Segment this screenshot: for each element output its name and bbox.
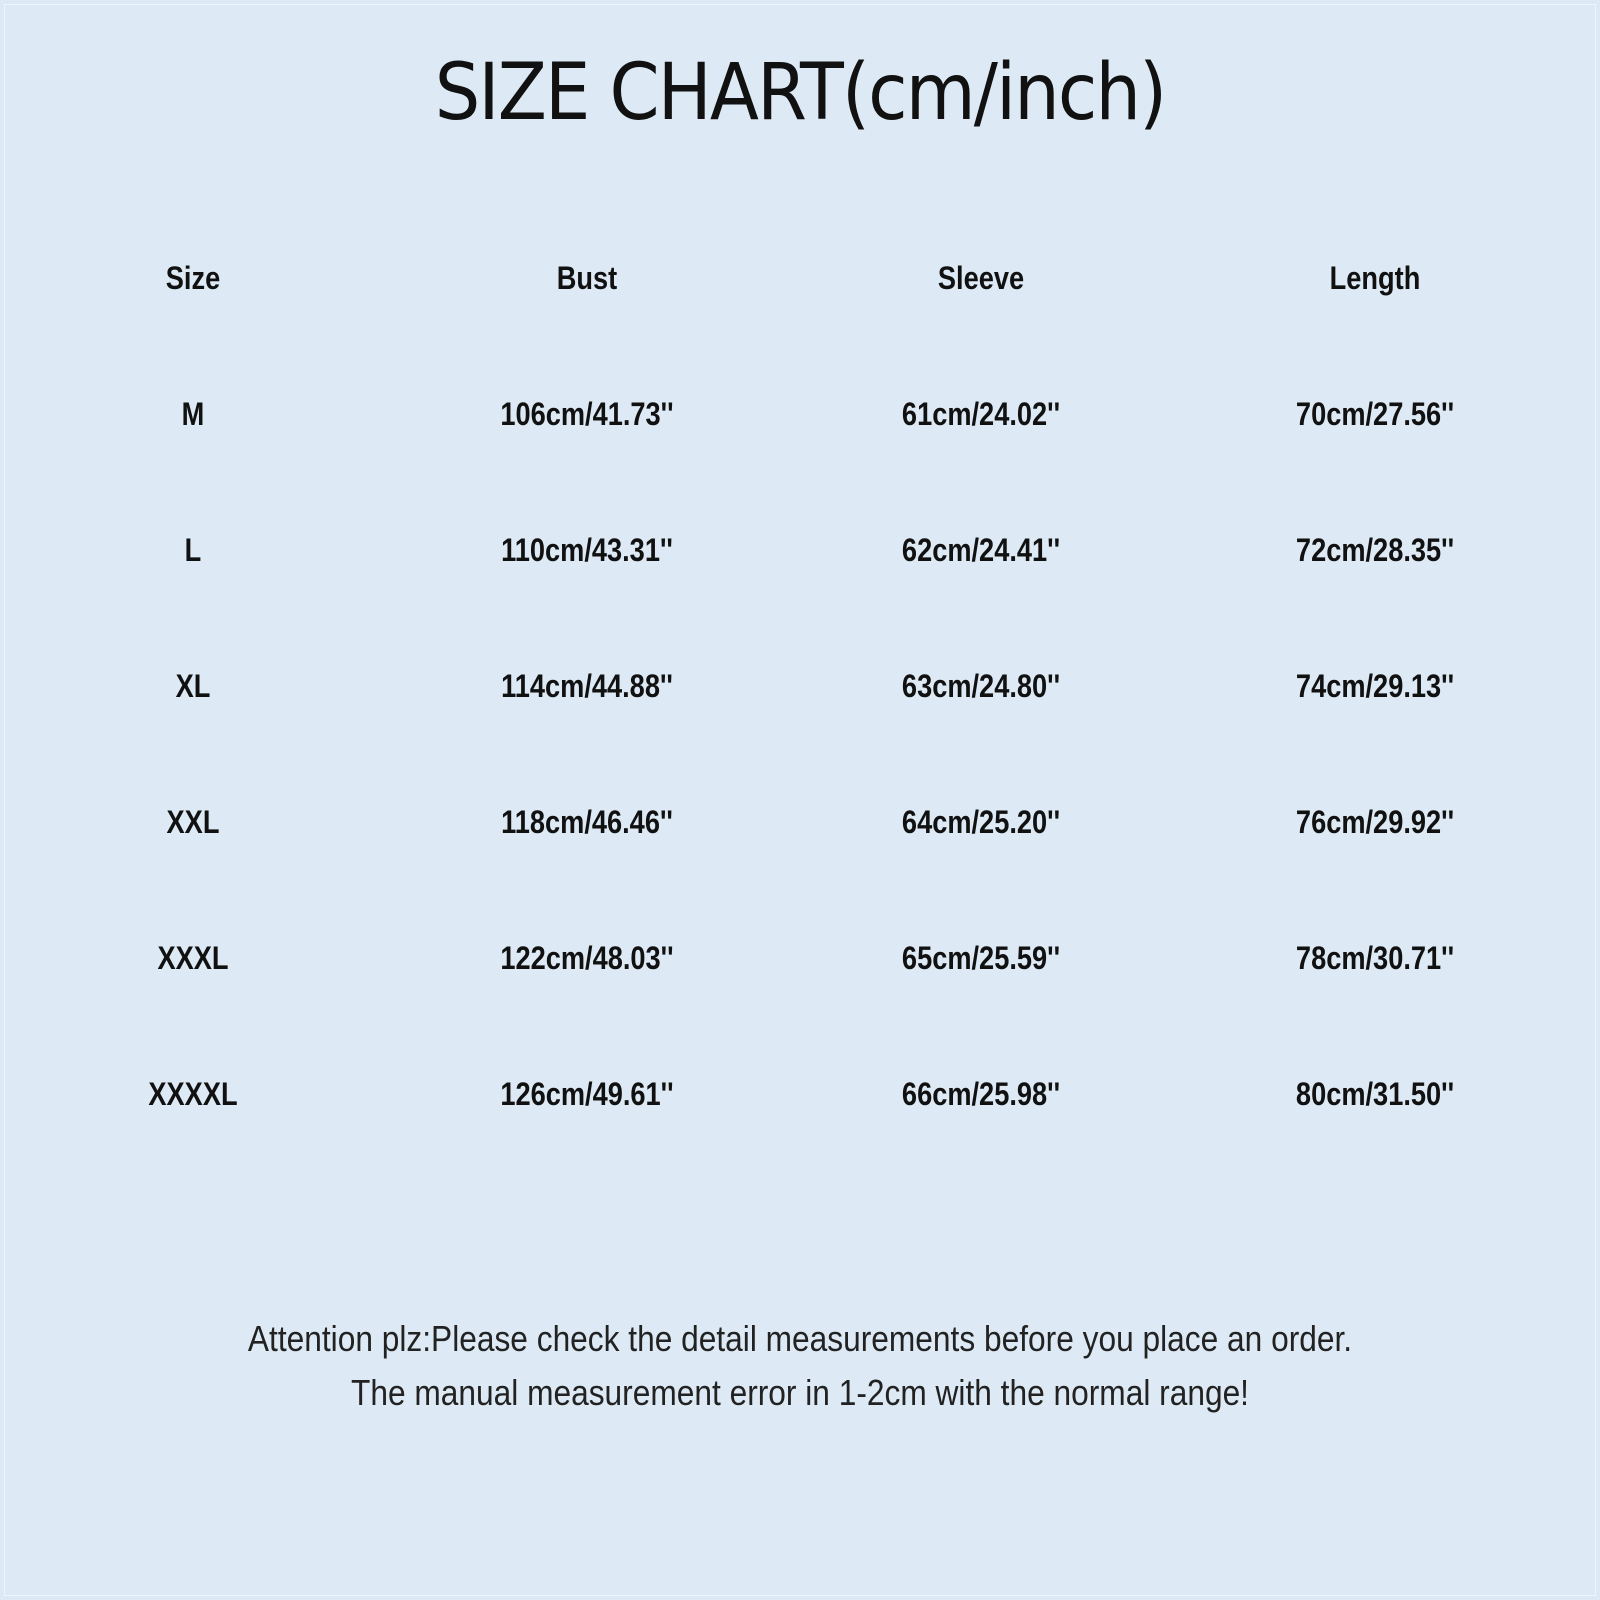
footer-note: The manual measurement error in 1-2cm wi… [350, 1372, 1249, 1413]
footer-attention: Attention plz:Please check the detail me… [247, 1318, 1353, 1359]
column-header-sleeve: Sleeve [937, 260, 1025, 296]
table-cell-sleeve: 66cm/25.98'' [901, 1076, 1061, 1112]
table-cell-size: XXXXL [148, 1076, 238, 1112]
page-frame [4, 4, 1596, 1596]
table-cell-sleeve: 62cm/24.41'' [901, 532, 1061, 568]
table-cell-bust: 110cm/43.31'' [501, 532, 673, 568]
table-cell-sleeve: 64cm/25.20'' [901, 804, 1061, 840]
table-cell-length: 72cm/28.35'' [1295, 532, 1455, 568]
table-cell-sleeve: 63cm/24.80'' [901, 668, 1061, 704]
page-title: SIZE CHART(cm/inch) [434, 48, 1167, 138]
table-cell-sleeve: 61cm/24.02'' [901, 396, 1061, 432]
table-cell-size: XL [175, 668, 211, 704]
table-cell-bust: 106cm/41.73'' [500, 396, 674, 432]
table-cell-sleeve: 65cm/25.59'' [901, 940, 1061, 976]
table-cell-size: XXL [166, 804, 220, 840]
table-cell-size: L [184, 532, 202, 568]
table-cell-bust: 126cm/49.61'' [500, 1076, 674, 1112]
table-cell-bust: 114cm/44.88'' [501, 668, 673, 704]
table-cell-length: 80cm/31.50'' [1295, 1076, 1455, 1112]
column-header-length: Length [1329, 260, 1421, 296]
table-cell-length: 70cm/27.56'' [1295, 396, 1455, 432]
table-cell-size: XXXL [157, 940, 229, 976]
column-header-bust: Bust [556, 260, 618, 296]
table-cell-length: 74cm/29.13'' [1295, 668, 1455, 704]
table-cell-length: 78cm/30.71'' [1295, 940, 1455, 976]
table-cell-length: 76cm/29.92'' [1295, 804, 1455, 840]
table-cell-size: M [181, 396, 205, 432]
table-cell-bust: 118cm/46.46'' [501, 804, 673, 840]
column-header-size: Size [165, 260, 221, 296]
table-cell-bust: 122cm/48.03'' [500, 940, 674, 976]
